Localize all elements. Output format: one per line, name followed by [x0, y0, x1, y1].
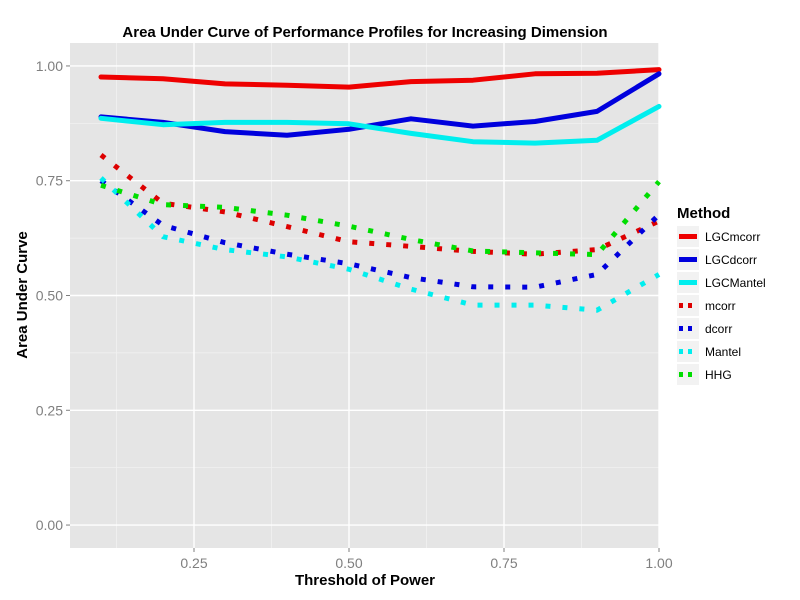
x-tick-label: 0.25 — [180, 555, 207, 571]
series-line-lgcmcorr — [98, 67, 662, 90]
x-tick-label: 0.75 — [490, 555, 517, 571]
y-axis-title: Area Under Curve — [14, 231, 31, 359]
y-tick-label: 0.75 — [36, 173, 63, 189]
chart-title: Area Under Curve of Performance Profiles… — [122, 24, 607, 41]
legend-label-mantel: Mantel — [705, 345, 741, 359]
y-axis: 0.00 0.25 0.50 0.75 1.00 — [36, 58, 70, 533]
legend-label-lgcmcorr: LGCmcorr — [705, 230, 760, 244]
x-axis-title: Threshold of Power — [295, 572, 435, 589]
legend-title: Method — [677, 205, 730, 222]
series-line-mantel — [99, 176, 661, 313]
series-line-lgcmantel — [98, 103, 662, 146]
y-tick-label: 0.50 — [36, 288, 63, 304]
y-tick-label: 0.25 — [36, 402, 63, 418]
legend-label-dcorr: dcorr — [705, 322, 732, 336]
x-axis: 0.25 0.50 0.75 1.00 — [180, 548, 673, 571]
legend-label-lgcdcorr: LGCdcorr — [705, 253, 757, 267]
series-line-lgcdcorr — [98, 71, 662, 138]
legend-label-mcorr: mcorr — [705, 299, 736, 313]
legend-label-hhg: HHG — [705, 368, 732, 382]
legend-label-lgcmantel: LGCMantel — [705, 276, 766, 290]
y-tick-label: 1.00 — [36, 58, 63, 74]
y-tick-label: 0.00 — [36, 517, 63, 533]
series-layer — [98, 67, 662, 313]
legend: Method LGCmcorr LGCdcorr LGCMantel mcorr dco… — [677, 205, 766, 385]
x-tick-label: 1.00 — [645, 555, 672, 571]
x-tick-label: 0.50 — [335, 555, 362, 571]
